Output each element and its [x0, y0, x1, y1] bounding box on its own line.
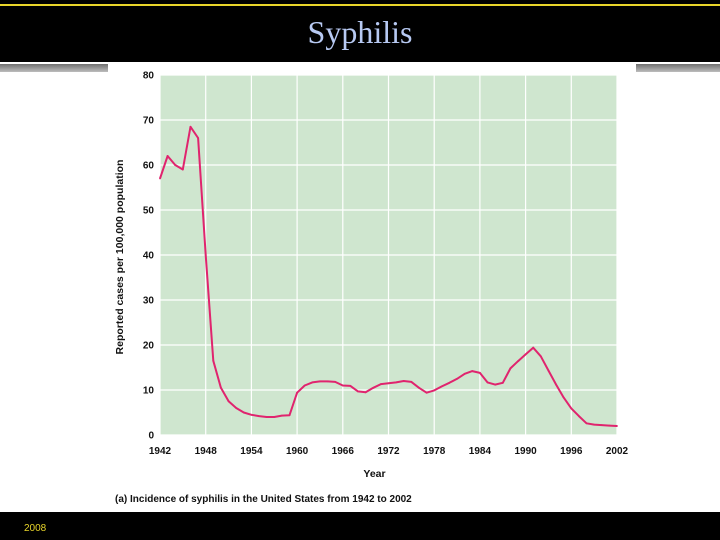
data-point — [349, 385, 352, 387]
data-point — [509, 367, 512, 370]
data-point — [334, 381, 337, 383]
data-point — [539, 355, 542, 358]
data-point — [220, 386, 222, 389]
data-point — [265, 416, 268, 418]
data-point — [425, 391, 428, 394]
data-point — [296, 391, 298, 394]
data-point — [166, 155, 169, 157]
data-point — [479, 372, 481, 374]
data-point — [524, 353, 527, 356]
data-point — [189, 125, 192, 128]
data-point — [471, 370, 474, 372]
data-point — [319, 380, 321, 383]
y-tick-label: 70 — [143, 116, 155, 127]
data-point — [486, 381, 489, 384]
data-points — [159, 125, 618, 427]
x-tick-label: 1990 — [514, 446, 537, 457]
data-point — [456, 377, 458, 380]
data-point — [372, 386, 375, 389]
x-tick-label: 1948 — [195, 446, 218, 457]
data-point — [418, 386, 420, 389]
footer-year: 2008 — [24, 523, 47, 534]
y-tick-label: 20 — [143, 341, 155, 352]
data-point — [341, 384, 344, 387]
y-tick-labels: 0 10 20 30 40 50 60 70 80 — [143, 71, 155, 442]
x-tick-label: 1984 — [469, 446, 492, 457]
slide-title: Syphilis — [307, 14, 413, 50]
data-point — [593, 423, 595, 426]
header-rule-left — [0, 64, 108, 72]
data-point — [235, 407, 238, 409]
data-point — [204, 254, 207, 256]
data-point — [227, 400, 230, 403]
y-tick-label: 0 — [148, 431, 154, 442]
data-point — [326, 380, 329, 383]
y-tick-label: 50 — [143, 206, 155, 217]
data-point — [181, 168, 184, 171]
data-point — [555, 383, 557, 386]
data-point — [311, 381, 314, 384]
data-point — [608, 424, 611, 427]
data-point — [288, 414, 291, 417]
x-tick-label: 1996 — [560, 446, 583, 457]
data-point — [273, 416, 276, 418]
data-point — [174, 164, 177, 166]
footer-bar — [0, 512, 720, 540]
x-tick-label: 1942 — [149, 446, 172, 457]
data-point — [212, 359, 215, 362]
data-point — [250, 413, 253, 416]
data-point — [410, 381, 413, 383]
data-point — [562, 396, 565, 399]
x-tick-label: 1966 — [332, 446, 355, 457]
grid-lines — [159, 74, 618, 436]
data-point — [578, 415, 580, 417]
data-point — [440, 385, 443, 388]
data-point — [197, 137, 200, 139]
data-point — [463, 372, 466, 375]
y-tick-label: 40 — [143, 251, 155, 262]
x-tick-label: 1972 — [377, 446, 400, 457]
data-point — [600, 424, 603, 426]
data-point — [616, 425, 618, 427]
x-tick-label: 1954 — [240, 446, 263, 457]
x-tick-label: 2002 — [606, 446, 629, 457]
title-bar — [0, 0, 720, 62]
data-point — [585, 422, 588, 425]
data-point — [281, 414, 283, 417]
data-point — [494, 383, 496, 386]
data-point — [547, 369, 550, 372]
y-tick-label: 80 — [143, 71, 155, 82]
data-point — [380, 383, 382, 385]
data-point — [258, 415, 260, 417]
y-axis-label: Reported cases per 100,000 population — [114, 160, 126, 355]
y-tick-label: 10 — [143, 386, 155, 397]
data-point — [433, 389, 436, 392]
data-point — [501, 381, 504, 384]
title-accent-line — [0, 4, 720, 6]
data-point — [159, 177, 161, 180]
data-point — [303, 384, 306, 387]
data-point — [517, 360, 519, 363]
data-point — [448, 381, 451, 384]
data-point — [357, 390, 359, 393]
data-point — [242, 411, 245, 414]
x-tick-label: 1978 — [423, 446, 446, 457]
data-point — [570, 407, 573, 410]
header-rule-right — [636, 64, 720, 72]
chart-caption: (a) Incidence of syphilis in the United … — [115, 494, 412, 505]
x-axis-label: Year — [363, 468, 385, 480]
y-tick-label: 60 — [143, 161, 155, 172]
y-tick-label: 30 — [143, 296, 155, 307]
x-tick-labels: 1942 1948 1954 1960 1966 1972 1978 1984 1990 1996… — [149, 446, 629, 457]
data-point — [532, 346, 535, 349]
data-point — [387, 382, 390, 385]
data-point — [364, 391, 367, 394]
x-tick-label: 1960 — [286, 446, 309, 457]
data-point — [395, 381, 397, 384]
data-point — [402, 380, 405, 382]
